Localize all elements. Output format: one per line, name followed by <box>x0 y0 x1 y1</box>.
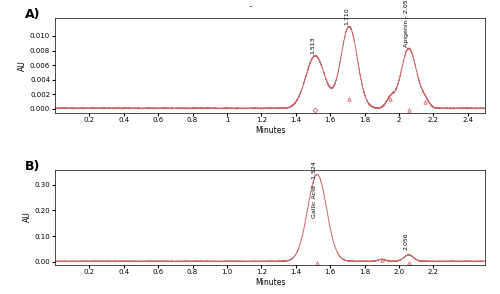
Text: -: - <box>248 1 252 11</box>
X-axis label: Minutes: Minutes <box>255 126 285 135</box>
Text: Apigenin - 2.057: Apigenin - 2.057 <box>404 0 409 47</box>
Text: 2.056: 2.056 <box>404 233 409 250</box>
Text: 1.710: 1.710 <box>344 7 350 25</box>
Text: A): A) <box>25 8 40 21</box>
Text: 1.513: 1.513 <box>310 36 316 54</box>
X-axis label: Minutes: Minutes <box>255 278 285 287</box>
Y-axis label: AU: AU <box>22 212 32 223</box>
Text: B): B) <box>25 160 40 173</box>
Y-axis label: AU: AU <box>18 60 27 71</box>
Text: Gallic Acid - 1.524: Gallic Acid - 1.524 <box>312 161 317 218</box>
